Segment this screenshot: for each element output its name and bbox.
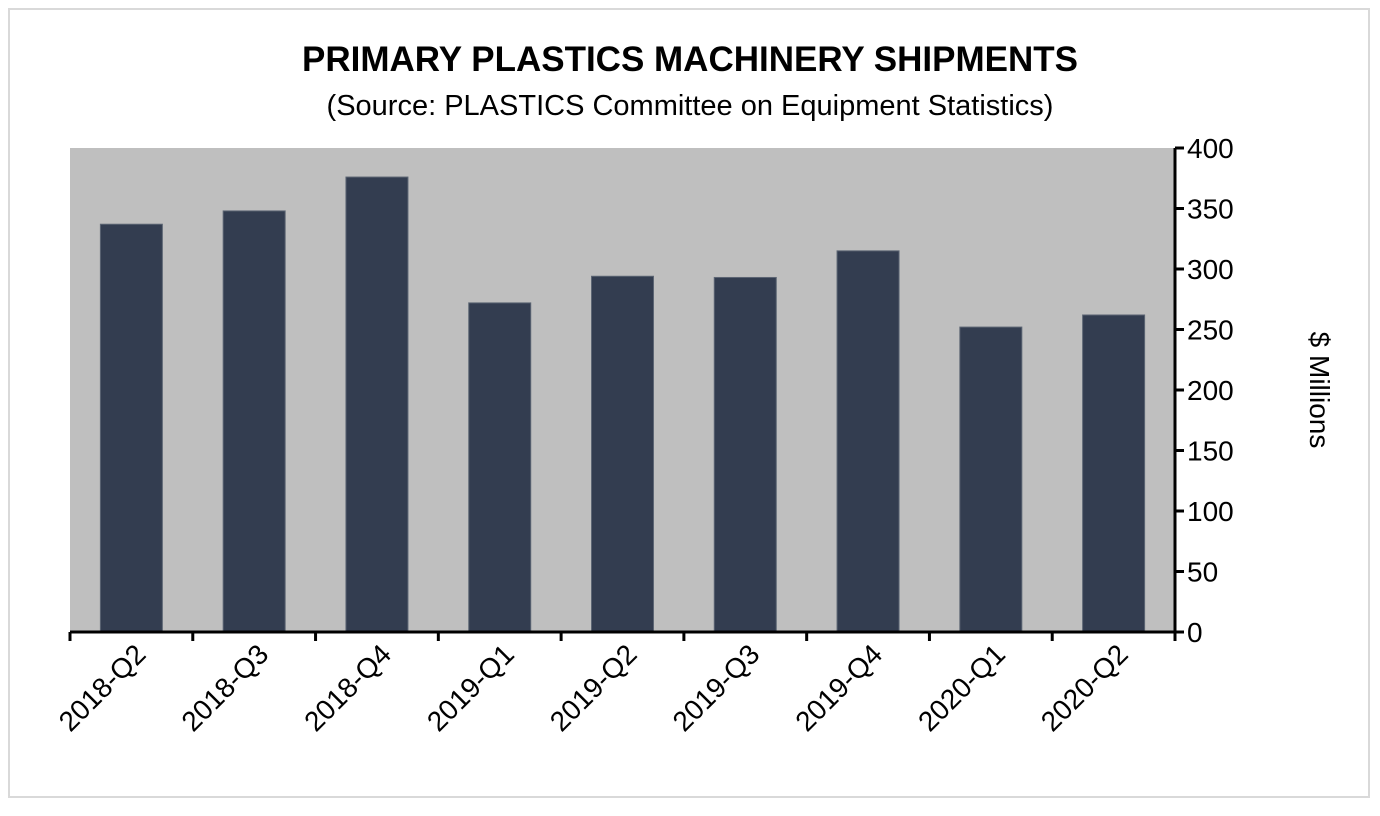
y-tick-label: 150 [1187,436,1234,467]
bar-2018-Q2 [99,223,163,633]
bar-2019-Q4 [836,250,900,633]
y-tick-label: 100 [1187,496,1234,527]
bar-2018-Q3 [222,210,286,633]
bar-2019-Q2 [591,275,654,633]
y-axis-label: $ Millions [1304,332,1335,449]
y-tick-label: 300 [1187,254,1234,285]
x-tick-label: 2020-Q1 [912,638,1011,737]
bar-2020-Q2 [1082,314,1146,633]
x-tick-label: 2019-Q1 [421,638,520,737]
x-tick-label: 2019-Q3 [667,638,766,737]
chart-frame [8,8,1370,798]
x-tick-label: 2020-Q2 [1035,638,1134,737]
x-tick-label: 2018-Q3 [175,638,274,737]
y-tick-label: 0 [1187,617,1203,648]
y-tick-label: 200 [1187,375,1234,406]
bar-2019-Q1 [468,302,532,633]
x-tick-label: 2019-Q4 [789,638,888,737]
x-tick-label: 2019-Q2 [544,638,643,737]
y-tick-label: 400 [1187,133,1234,164]
chart-subtitle: (Source: PLASTICS Committee on Equipment… [326,90,1054,122]
y-tick-label: 250 [1187,315,1234,346]
bar-2018-Q4 [345,176,409,633]
y-tick-label: 50 [1187,557,1218,588]
chart-title: PRIMARY PLASTICS MACHINERY SHIPMENTS [302,40,1078,79]
y-tick-label: 350 [1187,194,1234,225]
x-tick-label: 2018-Q4 [298,638,397,737]
x-tick-label: 2018-Q2 [53,638,152,737]
bar-2019-Q3 [713,276,777,633]
bar-2020-Q1 [959,326,1023,633]
